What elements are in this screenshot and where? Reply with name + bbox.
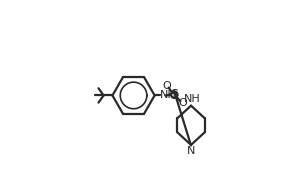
Text: S: S	[170, 88, 178, 101]
Text: NH: NH	[183, 94, 200, 104]
Text: O: O	[162, 81, 171, 91]
Text: O: O	[178, 98, 187, 108]
Text: N: N	[187, 146, 195, 156]
Text: NH: NH	[160, 91, 177, 100]
